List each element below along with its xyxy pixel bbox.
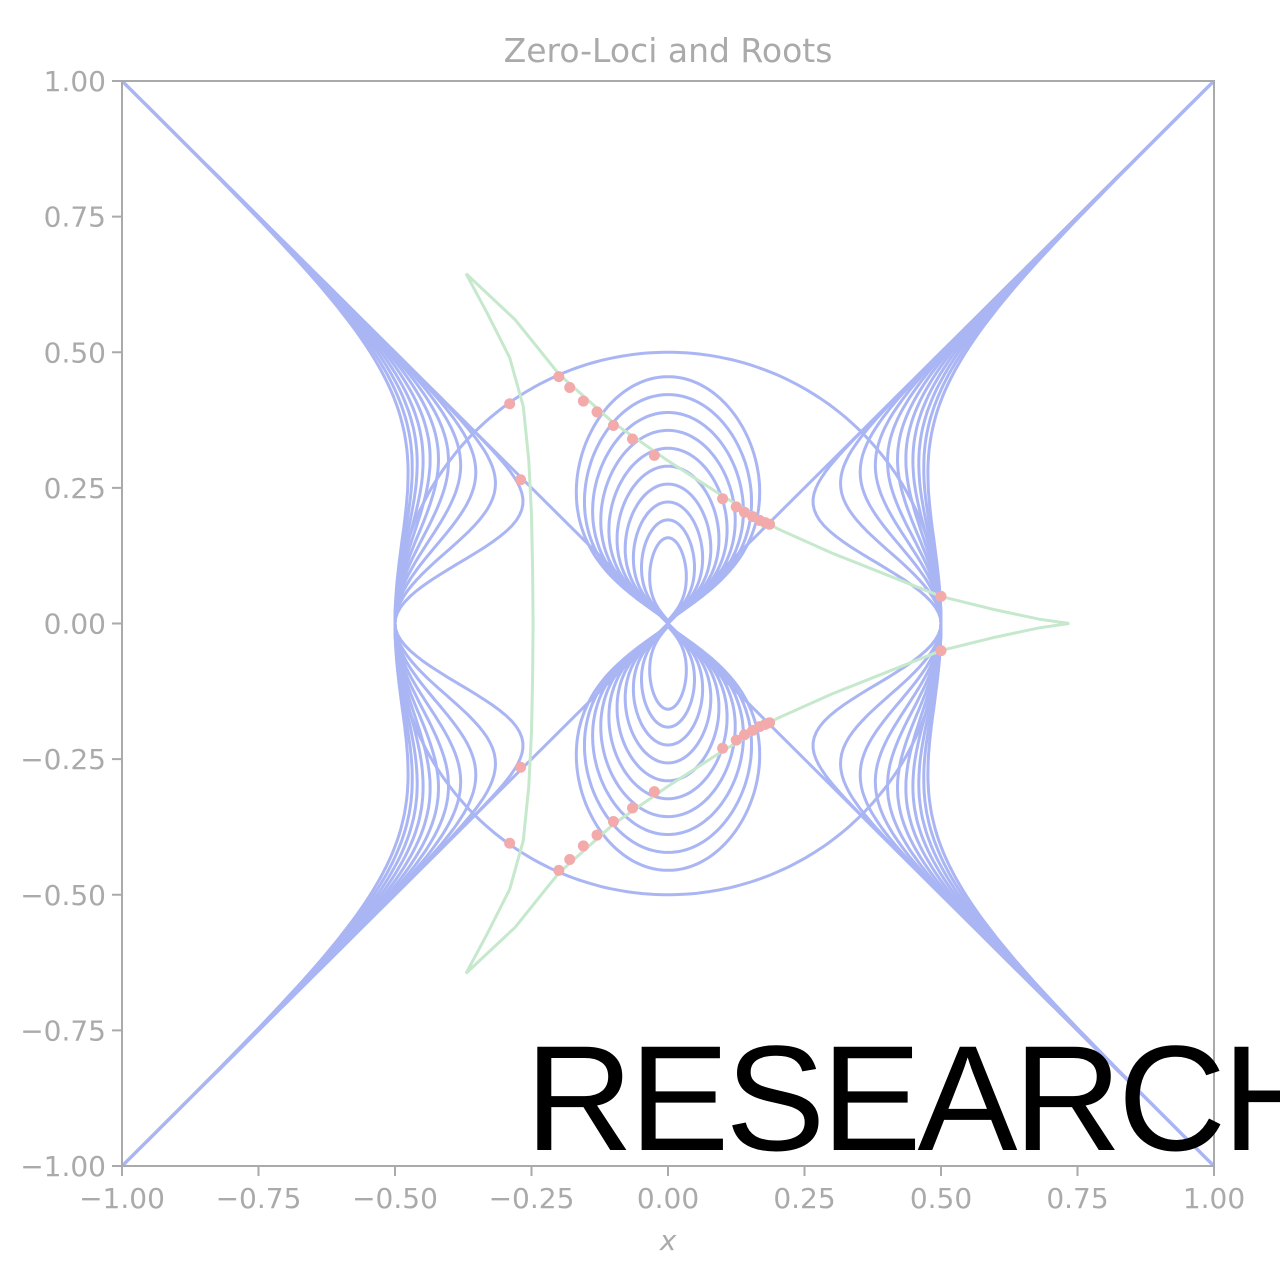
zero-locus-outer	[122, 623, 478, 1166]
root-point	[648, 786, 660, 798]
root-point	[738, 729, 750, 741]
x-tick-label: 0.50	[910, 1182, 972, 1215]
root-point	[564, 853, 576, 865]
root-point	[730, 734, 742, 746]
zero-locus-circle	[393, 350, 943, 897]
y-tick-label: 0.50	[44, 336, 106, 369]
x-tick-label: 0.00	[637, 1182, 699, 1215]
root-point	[738, 506, 750, 518]
zero-locus-outer	[122, 81, 451, 624]
root-point	[504, 837, 516, 849]
zero-locus-diagonal	[122, 81, 1214, 1166]
root-point	[764, 717, 776, 729]
zero-locus-lobe	[599, 428, 737, 623]
root-point	[577, 840, 589, 852]
x-tick-label: −0.50	[352, 1182, 438, 1215]
axes: −1.00 −0.75 −0.50 −0.25 0.00 0.25 0.50 0.75 1.00…	[20, 65, 1245, 1215]
research-watermark: RESEARCH	[525, 1014, 1280, 1182]
x-tick-label: −0.25	[489, 1182, 575, 1215]
zero-locus-outer	[858, 81, 1214, 624]
root-point	[607, 816, 619, 828]
zero-locus-outer	[811, 81, 1214, 624]
zero-locus-outer	[885, 81, 1214, 624]
root-point	[553, 371, 565, 383]
root-point	[591, 829, 603, 841]
zero-locus-outer	[122, 81, 478, 624]
zero-locus-outer	[122, 623, 432, 1166]
root-point	[648, 449, 660, 461]
root-point	[607, 419, 619, 431]
root-point	[935, 645, 947, 657]
x-tick-label: 0.25	[773, 1182, 835, 1215]
zero-locus-outer	[122, 623, 451, 1166]
root-point	[717, 493, 729, 505]
root-point	[627, 433, 639, 445]
zero-locus-lobe	[615, 464, 721, 622]
zero-locus-outer	[122, 81, 410, 624]
x-tick-label: 0.75	[1046, 1182, 1108, 1215]
root-point	[627, 802, 639, 814]
zero-locus-lobe	[574, 624, 762, 872]
zero-locus-lobe	[591, 624, 745, 836]
chart-title: Zero-Loci and Roots	[504, 31, 833, 70]
zero-locus-lobe	[631, 625, 705, 747]
root-point	[515, 761, 527, 773]
root-point	[564, 382, 576, 394]
root-point	[730, 501, 742, 513]
zero-locus-lobe	[607, 625, 729, 801]
y-tick-label: 0.00	[44, 608, 106, 641]
zero-locus-outer	[122, 623, 410, 1166]
y-tick-label: 0.75	[44, 201, 106, 234]
zero-locus-lobe	[607, 446, 729, 622]
root-point	[764, 518, 776, 530]
x-tick-label: −1.00	[79, 1182, 165, 1215]
zero-locus-outer	[926, 81, 1214, 624]
y-tick-label: −0.25	[20, 743, 106, 776]
zero-locus-lobe	[615, 625, 721, 783]
root-point	[935, 590, 947, 602]
y-tick-label: −0.75	[20, 1014, 106, 1047]
zero-locus-outer	[122, 623, 525, 1166]
y-tick-label: 0.25	[44, 472, 106, 505]
zero-locus-lobe	[631, 500, 705, 622]
x-tick-label: 1.00	[1183, 1182, 1245, 1215]
x-axis-label: x	[659, 1224, 677, 1257]
zero-locus-outer	[122, 81, 525, 624]
plot-area	[122, 81, 1214, 1166]
y-tick-label: −0.50	[20, 879, 106, 912]
zero-locus-outer	[122, 81, 432, 624]
zero-locus-lobe	[574, 375, 762, 623]
root-point	[577, 395, 589, 407]
root-point	[504, 398, 516, 410]
zero-locus-lobe	[591, 411, 745, 623]
root-point	[591, 406, 603, 418]
root-point	[553, 864, 565, 876]
y-tick-label: −1.00	[20, 1150, 106, 1183]
zero-locus-outer	[904, 81, 1214, 624]
root-point	[717, 742, 729, 754]
root-point	[515, 474, 527, 486]
x-tick-label: −0.75	[216, 1182, 302, 1215]
y-tick-label: 1.00	[44, 65, 106, 98]
